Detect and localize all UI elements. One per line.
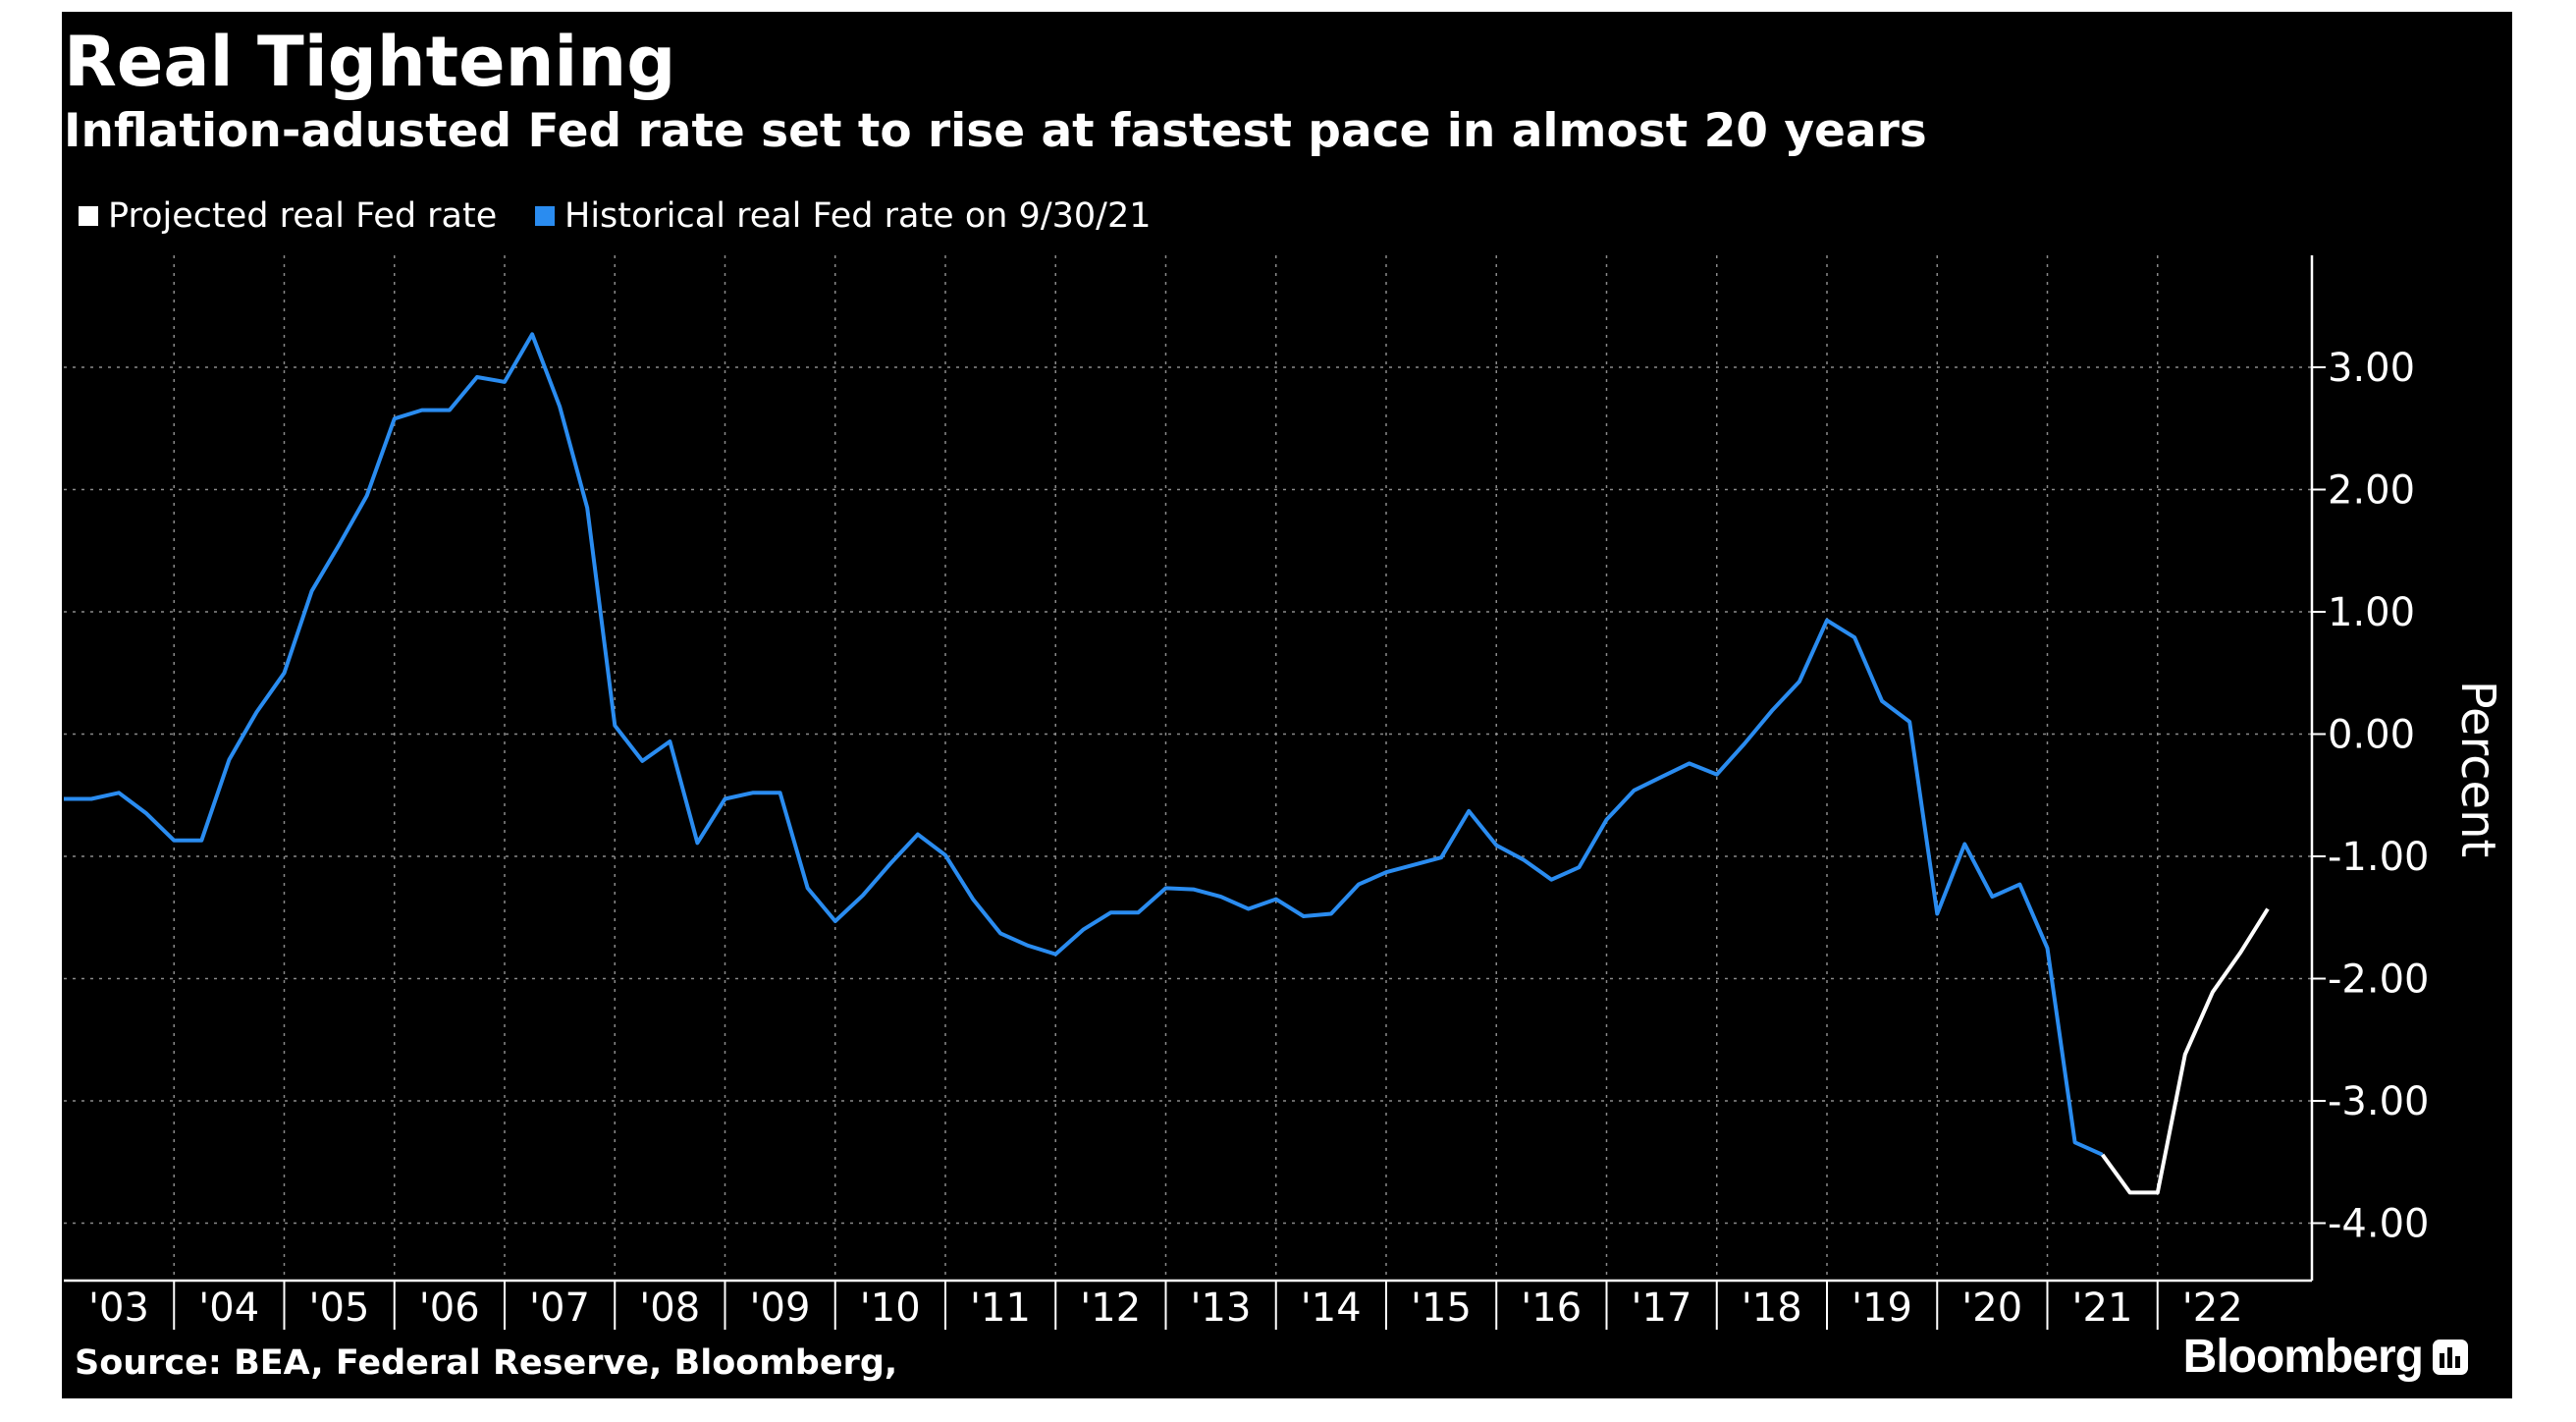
series-line-historical — [64, 332, 2104, 1157]
bloomberg-bars-icon — [2433, 1339, 2468, 1375]
brand-name: Bloomberg — [2182, 1331, 2424, 1383]
legend-swatch-historical — [535, 206, 555, 226]
bloomberg-logo: Bloomberg — [2183, 1330, 2468, 1384]
y-tick-label: 1.00 — [2328, 590, 2415, 635]
y-tick-label: 3.00 — [2328, 346, 2415, 391]
y-tick-label: -2.00 — [2328, 957, 2430, 1003]
chart-panel — [62, 12, 2512, 1398]
x-tick-label: '08 — [639, 1285, 700, 1331]
x-tick-label: '19 — [1852, 1285, 1912, 1331]
y-tick-label: -1.00 — [2328, 835, 2430, 880]
chart-subtitle: Inflation-adusted Fed rate set to rise a… — [64, 104, 1927, 158]
y-tick-label: 0.00 — [2328, 713, 2415, 758]
y-tick-label: -3.00 — [2328, 1079, 2430, 1124]
x-tick-label: '16 — [1521, 1285, 1582, 1331]
x-tick-label: '05 — [309, 1285, 370, 1331]
x-tick-label: '22 — [2182, 1285, 2243, 1331]
x-tick-label: '11 — [970, 1285, 1031, 1331]
x-tick-label: '04 — [198, 1285, 259, 1331]
legend-label-historical: Historical real Fed rate on 9/30/21 — [564, 196, 1152, 236]
y-tick-label: 2.00 — [2328, 468, 2415, 514]
x-tick-label: '06 — [419, 1285, 480, 1331]
legend-item-historical: Historical real Fed rate on 9/30/21 — [535, 192, 1151, 240]
y-axis-title: Percent — [2450, 681, 2505, 858]
x-tick-label: '03 — [88, 1285, 149, 1331]
source-note: Source: BEA, Federal Reserve, Bloomberg, — [75, 1343, 898, 1383]
x-tick-label: '18 — [1742, 1285, 1802, 1331]
x-tick-label: '14 — [1301, 1285, 1362, 1331]
x-tick-label: '15 — [1411, 1285, 1472, 1331]
legend-label-projected: Projected real Fed rate — [108, 196, 498, 236]
x-tick-label: '21 — [2072, 1285, 2133, 1331]
chart-title: Real Tightening — [64, 22, 676, 102]
x-tick-label: '20 — [1961, 1285, 2022, 1331]
x-tick-label: '17 — [1632, 1285, 1692, 1331]
legend-item-projected: Projected real Fed rate — [79, 192, 497, 240]
x-tick-label: '13 — [1191, 1285, 1252, 1331]
series-line-projected — [2100, 907, 2270, 1195]
x-tick-label: '09 — [750, 1285, 811, 1331]
legend-swatch-projected — [79, 206, 98, 226]
x-tick-label: '07 — [529, 1285, 590, 1331]
x-tick-label: '10 — [860, 1285, 921, 1331]
y-tick-label: -4.00 — [2328, 1202, 2430, 1247]
x-tick-label: '12 — [1080, 1285, 1141, 1331]
